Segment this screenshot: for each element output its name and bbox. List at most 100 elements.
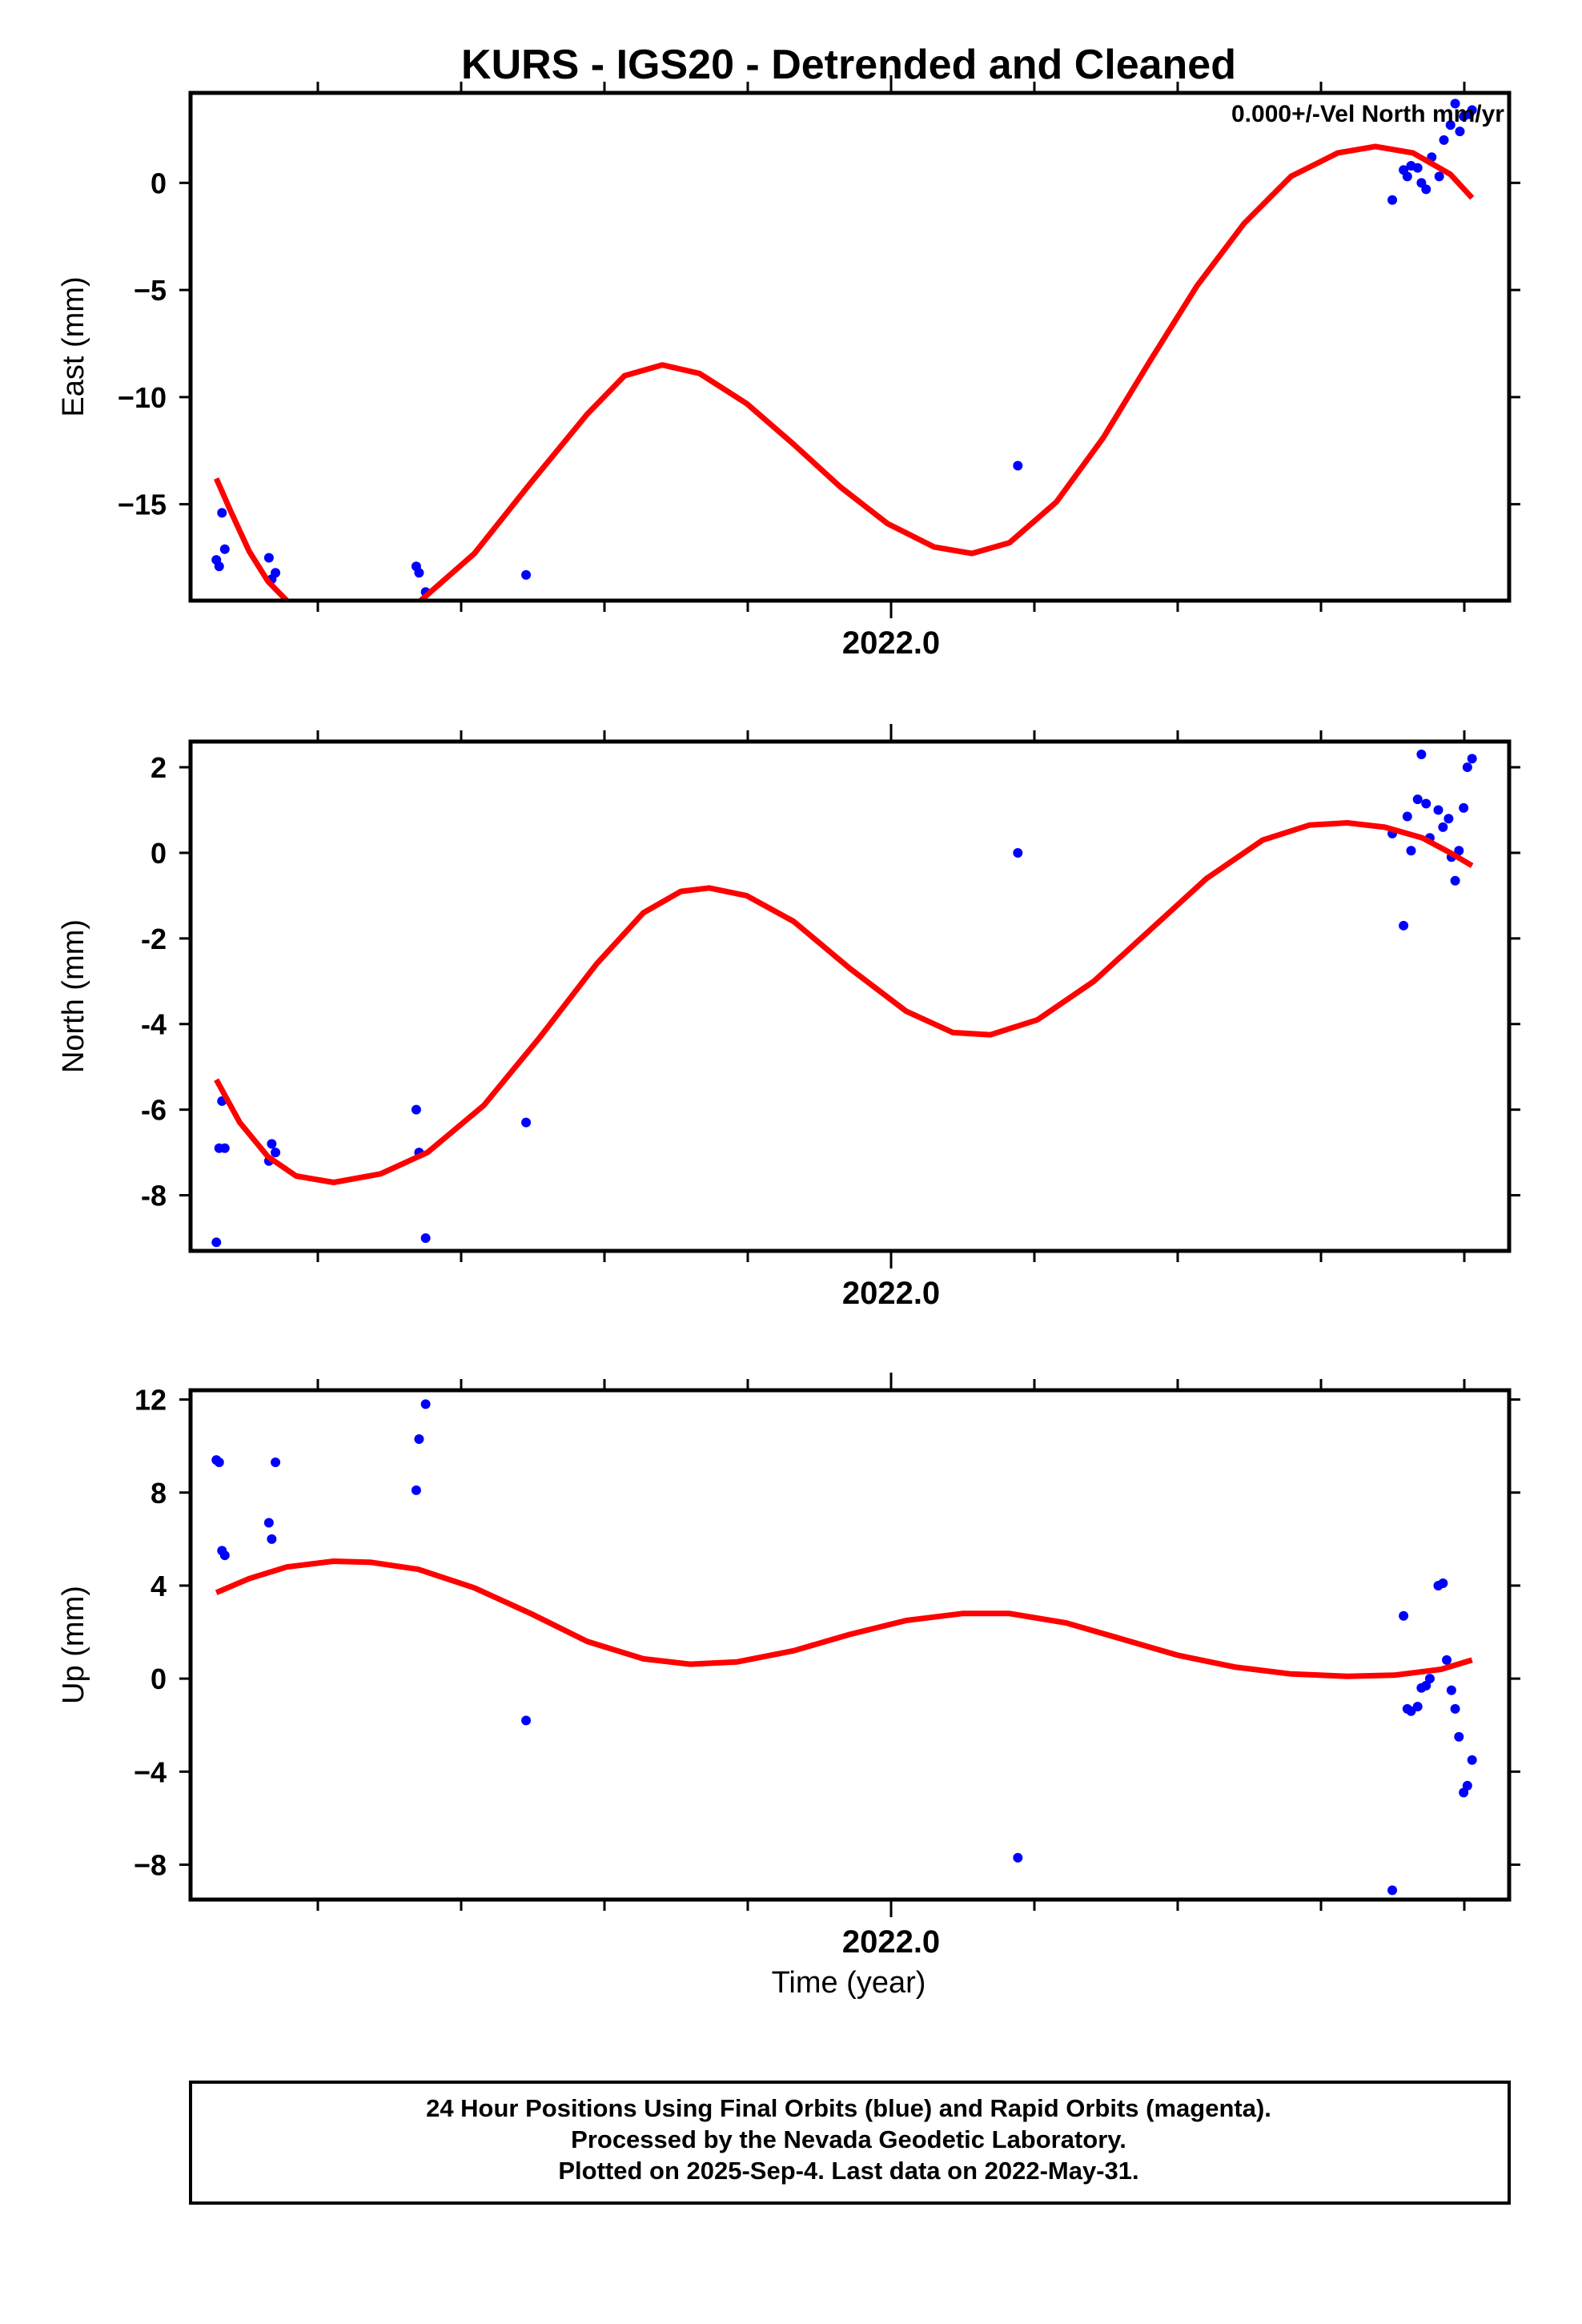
y-tick-label: −4 bbox=[134, 1755, 167, 1788]
x-tick-label: 2022.0 bbox=[842, 1276, 940, 1311]
data-point bbox=[1454, 1731, 1464, 1742]
data-point bbox=[271, 1458, 281, 1468]
data-point bbox=[1438, 1578, 1448, 1589]
data-point bbox=[414, 1433, 424, 1444]
data-point bbox=[214, 561, 224, 572]
data-point bbox=[521, 1117, 532, 1128]
data-point bbox=[1462, 762, 1472, 773]
footer-line-1: 24 Hour Positions Using Final Orbits (bl… bbox=[426, 2094, 1271, 2122]
data-point bbox=[214, 1458, 224, 1468]
data-point bbox=[1424, 1674, 1435, 1684]
data-point bbox=[1013, 1852, 1023, 1863]
data-point bbox=[1387, 195, 1398, 205]
footer-line-3: Plotted on 2025-Sep-4. Last data on 2022… bbox=[558, 2157, 1138, 2185]
data-point bbox=[1442, 1655, 1452, 1665]
y-axis-label: East (mm) bbox=[57, 276, 90, 416]
data-point bbox=[1416, 750, 1427, 760]
data-point bbox=[267, 1139, 277, 1149]
plot-frame bbox=[188, 739, 1512, 1253]
data-point bbox=[219, 544, 230, 554]
data-point bbox=[219, 1143, 230, 1153]
data-point bbox=[1446, 1685, 1456, 1695]
north-panel: 2 0 -2 -4 -6 -8 2022.0 North (mm) bbox=[57, 724, 1520, 1311]
y-tick-label: 2 bbox=[151, 751, 167, 784]
y-tick-label: −5 bbox=[134, 274, 167, 307]
data-point bbox=[1402, 811, 1412, 822]
data-point bbox=[263, 553, 274, 563]
y-tick-label: −8 bbox=[134, 1848, 167, 1881]
y-tick-label: −15 bbox=[118, 489, 167, 521]
data-point bbox=[271, 568, 281, 578]
data-point bbox=[1402, 171, 1412, 182]
y-tick-label: 4 bbox=[151, 1570, 167, 1602]
data-point bbox=[1438, 822, 1448, 832]
data-points bbox=[211, 750, 1477, 1248]
footer-box: 24 Hour Positions Using Final Orbits (bl… bbox=[189, 2081, 1511, 2205]
up-panel: 12 8 4 0 −4 −8 2022.0 Up (mm) bbox=[57, 1373, 1520, 1960]
fit-curve bbox=[213, 143, 1475, 601]
y-tick-label: −10 bbox=[118, 381, 167, 414]
chart-title: KURS - IGS20 - Detrended and Cleaned bbox=[461, 42, 1236, 88]
y-tick-label: 12 bbox=[135, 1384, 167, 1417]
data-point bbox=[1467, 105, 1477, 115]
footer-line-2: Processed by the Nevada Geodetic Laborat… bbox=[571, 2125, 1126, 2153]
data-point bbox=[1467, 1755, 1477, 1765]
data-point bbox=[1406, 846, 1416, 856]
east-panel: 0 −5 −10 −15 2022.0 East (mm) 0.000+/-Vel Nort… bbox=[57, 75, 1520, 661]
data-point bbox=[1412, 163, 1423, 173]
data-point bbox=[420, 1232, 431, 1243]
y-tick-label: 0 bbox=[151, 167, 167, 199]
plot-frame bbox=[188, 1388, 1512, 1902]
y-tick-label: 0 bbox=[151, 1663, 167, 1695]
y-tick-label: -6 bbox=[141, 1094, 167, 1127]
data-point bbox=[1454, 846, 1464, 856]
data-point bbox=[271, 1148, 281, 1158]
y-tick-label: -4 bbox=[141, 1008, 167, 1041]
data-point bbox=[217, 508, 227, 518]
data-point bbox=[1445, 120, 1456, 131]
fit-curve bbox=[215, 1558, 1473, 1679]
data-point bbox=[1421, 798, 1431, 809]
data-point bbox=[1387, 1885, 1398, 1896]
y-tick-label: -2 bbox=[141, 923, 167, 955]
data-point bbox=[1462, 1780, 1472, 1791]
velocity-annotation: 0.000+/-Vel North mm/yr bbox=[1231, 101, 1504, 127]
plot-frame bbox=[188, 90, 1512, 603]
data-point bbox=[1434, 171, 1444, 182]
x-tick-label: 2022.0 bbox=[842, 625, 940, 661]
data-point bbox=[1467, 754, 1477, 764]
data-point bbox=[1421, 184, 1431, 195]
fit-curve bbox=[214, 820, 1474, 1185]
y-tick-label: 8 bbox=[151, 1477, 167, 1510]
data-point bbox=[1013, 847, 1023, 858]
data-point bbox=[1443, 814, 1454, 824]
data-point bbox=[411, 1104, 421, 1115]
y-axis-label: Up (mm) bbox=[57, 1586, 90, 1704]
data-points bbox=[211, 1399, 1477, 1896]
footer-frame bbox=[189, 2081, 1511, 2205]
data-points bbox=[211, 99, 1477, 597]
y-tick-label: -8 bbox=[141, 1180, 167, 1212]
data-point bbox=[1450, 99, 1460, 109]
data-point bbox=[1459, 802, 1469, 813]
data-point bbox=[521, 1715, 532, 1726]
x-tick-label: 2022.0 bbox=[842, 1924, 940, 1960]
data-point bbox=[1433, 805, 1443, 815]
data-point bbox=[1412, 794, 1423, 805]
data-point bbox=[1399, 920, 1409, 931]
data-point bbox=[1439, 135, 1449, 145]
y-tick-label: 0 bbox=[151, 837, 167, 870]
data-point bbox=[1412, 1701, 1423, 1711]
data-point bbox=[219, 1550, 230, 1561]
data-point bbox=[267, 1534, 277, 1544]
data-point bbox=[414, 568, 424, 578]
data-point bbox=[521, 569, 532, 580]
data-point bbox=[1013, 460, 1023, 471]
data-point bbox=[411, 1485, 421, 1495]
data-point bbox=[1450, 875, 1460, 886]
x-axis-label: Time (year) bbox=[772, 1966, 926, 2000]
data-point bbox=[211, 1237, 222, 1248]
y-axis-label: North (mm) bbox=[57, 919, 90, 1073]
data-point bbox=[1450, 1703, 1460, 1714]
